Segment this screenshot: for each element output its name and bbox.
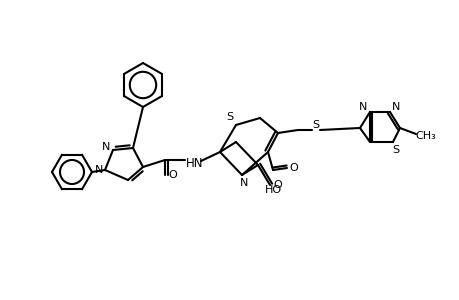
Text: N: N [358,102,366,112]
Text: O: O [168,170,177,180]
Text: CH₃: CH₃ [415,131,436,141]
Text: O: O [273,180,282,190]
Text: S: S [226,112,233,122]
Text: N: N [101,142,110,152]
Text: N: N [239,178,248,188]
Text: N: N [391,102,399,112]
Text: O: O [289,163,298,173]
Text: HO: HO [264,185,281,195]
Text: S: S [312,120,319,130]
Text: S: S [392,145,399,155]
Text: HN: HN [186,157,203,169]
Text: N: N [95,165,103,175]
